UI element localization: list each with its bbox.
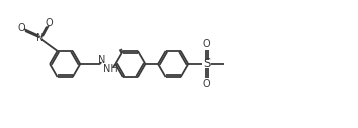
Text: O: O — [203, 39, 211, 49]
Text: O: O — [18, 23, 25, 33]
Text: NH: NH — [102, 64, 117, 74]
Text: N: N — [98, 55, 106, 65]
Text: N: N — [37, 33, 44, 43]
Text: O: O — [203, 79, 211, 89]
Text: O: O — [45, 18, 53, 28]
Text: S: S — [203, 57, 211, 71]
